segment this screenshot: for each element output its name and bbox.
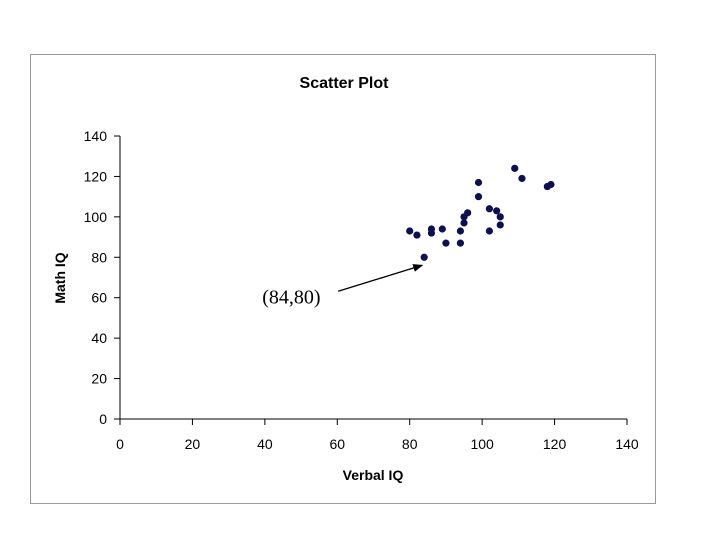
data-point [420,253,428,261]
data-point [485,205,493,213]
x-tick-label: 0 [116,436,124,452]
chart-title: Scatter Plot [300,75,390,92]
y-tick-label: 20 [91,371,107,387]
y-tick-label: 120 [84,168,108,184]
y-axis: 0 20 40 60 80 100 120 140 [84,128,121,427]
data-point [496,221,504,229]
y-axis-label: Math IQ [52,252,68,303]
data-point [464,209,472,217]
x-tick-label: 80 [402,436,418,452]
x-tick-label: 120 [543,436,567,452]
data-point [427,229,436,237]
data-point [456,227,465,235]
x-tick-label: 60 [329,436,345,452]
data-point [438,225,446,233]
y-tick-label: 0 [99,411,107,427]
x-tick-label: 100 [470,436,494,452]
data-point [442,239,450,247]
data-point [496,213,504,221]
y-tick-label: 40 [91,330,107,346]
data-point [493,207,501,215]
y-tick-label: 140 [84,128,108,144]
data-point [511,164,519,172]
y-tick-label: 100 [84,209,108,225]
data-point [474,193,483,201]
data-point [406,227,414,235]
x-tick-label: 40 [257,436,273,452]
data-point [485,227,493,235]
data-points [406,164,555,261]
x-tick-label: 20 [185,436,201,452]
y-tick-label: 80 [91,249,107,265]
x-axis-label: Verbal IQ [343,467,404,483]
data-point [456,239,465,247]
data-point [413,231,421,239]
x-axis: 0 20 40 60 80 100 120 140 [116,418,639,452]
data-point [547,180,555,189]
data-point [518,174,526,183]
annotation-label: (84,80) [262,286,320,308]
x-tick-label: 140 [615,436,639,452]
data-point [474,178,483,187]
annotation-arrow [338,264,424,292]
chart-area [30,54,656,504]
data-point [460,219,468,227]
y-tick-label: 60 [91,290,107,306]
